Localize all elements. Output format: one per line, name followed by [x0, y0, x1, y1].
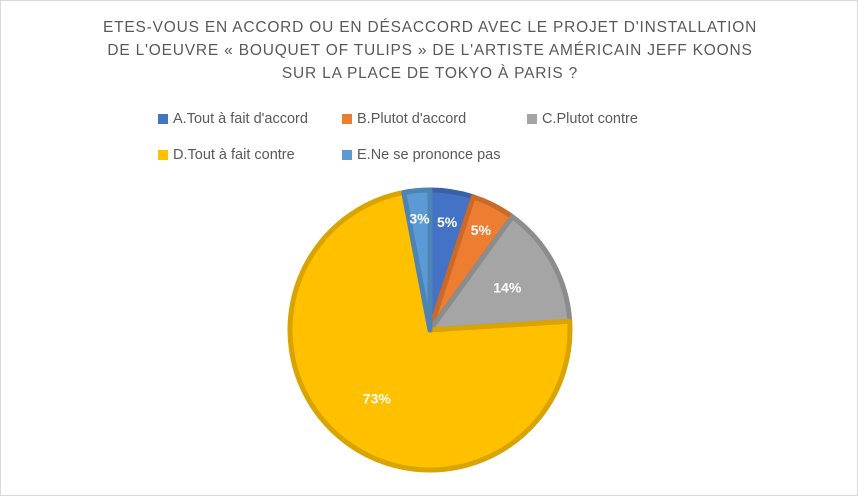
- chart-title: ETES-VOUS EN ACCORD OU EN DÉSACCORD AVEC…: [1, 16, 858, 85]
- chart-legend: A.Tout à fait d'accord B.Plutot d'accord…: [1, 1, 858, 171]
- chart-title-line-1: ETES-VOUS EN ACCORD OU EN DÉSACCORD AVEC…: [102, 19, 758, 36]
- data-label-c: 14%: [493, 280, 522, 296]
- legend-item-a: A.Tout à fait d'accord: [158, 111, 308, 127]
- pie-slice-e: [401, 187, 433, 333]
- legend-swatch-b: [342, 114, 352, 124]
- legend-item-c: C.Plutot contre: [527, 111, 638, 127]
- data-label-b: 5%: [471, 222, 492, 238]
- legend-swatch-c: [527, 114, 537, 124]
- legend-item-e: E.Ne se prononce pas: [342, 147, 500, 163]
- legend-label-e: E.Ne se prononce pas: [357, 147, 501, 163]
- chart-title-line-3: SUR LA PLACE DE TOKYO À PARIS ?: [281, 65, 579, 82]
- data-label-d: 73%: [363, 391, 392, 407]
- chart-title-line-2: DE L'OEUVRE « BOUQUET OF TULIPS » DE L'A…: [107, 42, 753, 59]
- data-label-e: 3%: [409, 210, 430, 226]
- legend-swatch-e: [342, 150, 352, 160]
- legend-label-a: A.Tout à fait d'accord: [173, 111, 308, 127]
- data-label-a: 5%: [437, 214, 458, 230]
- legend-item-d: D.Tout à fait contre: [158, 147, 295, 163]
- legend-label-d: D.Tout à fait contre: [173, 147, 295, 163]
- pie-slice-c: [427, 214, 573, 333]
- legend-label-c: C.Plutot contre: [542, 111, 638, 127]
- legend-label-b: B.Plutot d'accord: [357, 111, 467, 127]
- legend-item-b: B.Plutot d'accord: [342, 111, 466, 127]
- legend-swatch-a: [158, 114, 168, 124]
- legend-swatch-d: [158, 150, 168, 160]
